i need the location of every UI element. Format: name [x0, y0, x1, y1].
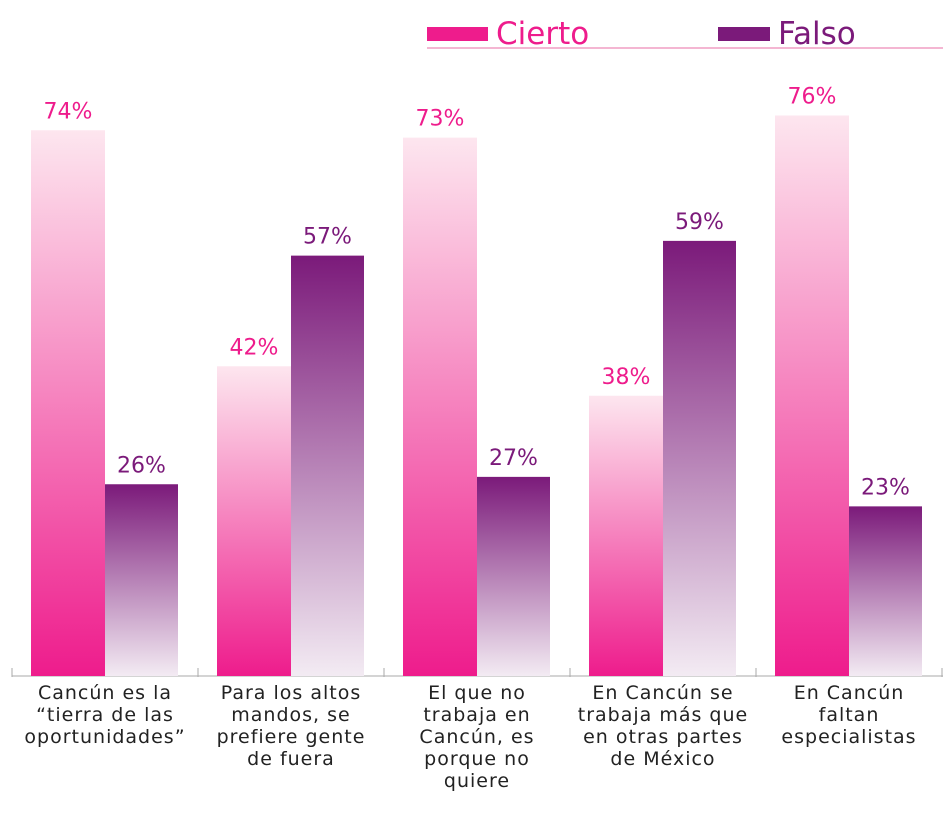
bar	[217, 366, 291, 676]
value-label: 73%	[416, 107, 465, 132]
value-label: 23%	[861, 475, 910, 500]
bar	[849, 506, 922, 676]
value-label: 26%	[117, 453, 166, 478]
bar	[403, 137, 477, 676]
bar	[291, 255, 364, 676]
legend-label: Falso	[778, 16, 856, 52]
value-label: 27%	[489, 446, 538, 471]
value-label: 59%	[675, 210, 724, 235]
value-label: 76%	[788, 85, 837, 110]
bar	[105, 484, 178, 676]
x-tick-label: En Cancún se trabaja más que en otras pa…	[577, 682, 749, 770]
legend-swatch	[718, 27, 770, 41]
x-tick-label: Cancún es la “tierra de las oportunidade…	[24, 682, 186, 748]
x-tick-label: En Cancún faltan especialistas	[781, 682, 917, 748]
bar	[477, 476, 550, 676]
bar	[775, 115, 849, 676]
x-tick-label: Para los altos mandos, se prefiere gente…	[216, 682, 366, 770]
value-label: 38%	[602, 365, 651, 390]
bar	[663, 240, 736, 676]
value-label: 57%	[303, 225, 352, 250]
legend-label: Cierto	[496, 16, 589, 52]
value-label: 42%	[230, 335, 279, 360]
x-tick-label: El que no trabaja en Cancún, es porque n…	[419, 682, 535, 792]
bar	[31, 130, 105, 676]
legend-swatch	[427, 27, 488, 41]
value-label: 74%	[44, 99, 93, 124]
bar	[589, 395, 663, 676]
